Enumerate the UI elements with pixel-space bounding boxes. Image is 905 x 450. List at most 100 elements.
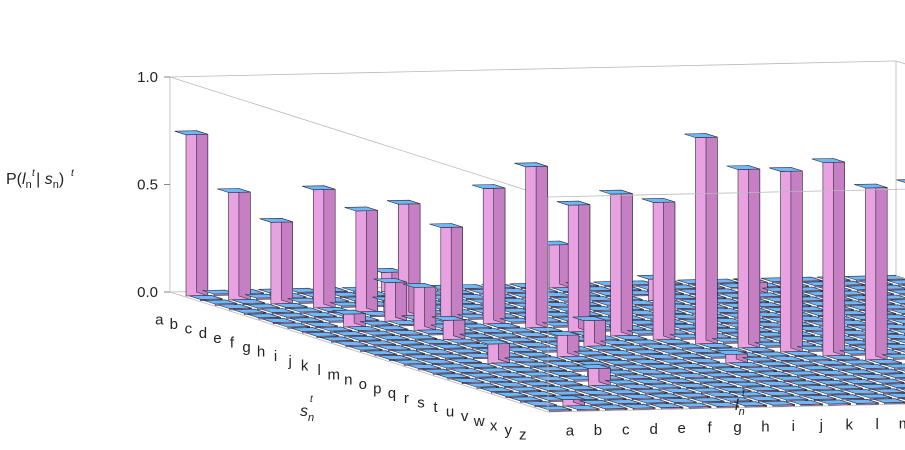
bar-face-top (744, 376, 778, 382)
bar-face-top (546, 361, 581, 366)
bar-r-p (840, 359, 875, 366)
bar-face-top (817, 399, 851, 405)
col-tick-label: a (566, 423, 575, 440)
bar-face-top (517, 351, 551, 357)
bar-face-top (591, 384, 625, 390)
bar-face-top (518, 361, 553, 367)
bar-face-side (238, 188, 251, 301)
bar-face-top (616, 354, 650, 360)
bar-face-top (788, 390, 822, 396)
bar-face-top (714, 350, 748, 355)
bar-face-top (774, 395, 809, 401)
bar-face-top (378, 354, 412, 360)
bar-u-j (716, 376, 751, 384)
bar-face-top (174, 130, 208, 136)
bar-face-top (247, 313, 281, 319)
bar-face-top (320, 336, 354, 342)
bar-g-g (429, 223, 463, 321)
bar-t-q (897, 368, 905, 372)
row-tick-label: o (359, 376, 367, 393)
bar-face-top (829, 384, 863, 390)
bar-face-top (276, 322, 310, 328)
bar-face-top (231, 298, 265, 304)
bar-face-top (842, 379, 877, 385)
row-axis-title: sn (300, 403, 314, 424)
bar-face-top (551, 395, 585, 401)
bar-n-n (726, 165, 761, 349)
bar-face-top (890, 309, 905, 314)
bar-w-n (857, 383, 891, 390)
bar-face-top (449, 368, 483, 373)
bar-u-p (884, 373, 905, 380)
bar-face-top (479, 387, 514, 393)
bar-face-top (592, 394, 626, 400)
bar-face-top (741, 346, 775, 352)
bar-v-g (647, 383, 681, 390)
bar-u-i (688, 377, 723, 384)
bar-face-top (548, 370, 582, 376)
bar-face-top (515, 332, 549, 337)
bar-face-top (573, 350, 607, 356)
bar-face-top (760, 390, 794, 396)
z-axis-title-s: s (45, 171, 53, 188)
bar-i-c (346, 325, 381, 333)
bar-face-top (677, 402, 711, 408)
bar-face-top (487, 332, 521, 338)
row-tick-label: z (519, 427, 527, 444)
bar-face-top (897, 368, 905, 372)
bar-face-top (733, 401, 767, 407)
bar-face-top (458, 323, 492, 329)
bar-p-a (392, 359, 427, 366)
bar-face-top (602, 359, 636, 365)
bar-face-top (658, 358, 692, 364)
bar-face-top (745, 386, 779, 392)
bar-d-b (246, 303, 280, 310)
bar-z-i (761, 400, 795, 407)
row-tick-label: q (388, 385, 396, 402)
z-axis-title-sep: | (32, 171, 45, 188)
bar-z-n (901, 398, 905, 401)
bar-face-top (507, 386, 542, 392)
bar-face-top (815, 379, 849, 385)
bar-face-top (563, 385, 597, 391)
bar-face-top (885, 383, 905, 389)
bar-face-top (887, 279, 905, 285)
bar-face-top (514, 162, 548, 168)
bar-j-d (389, 329, 423, 337)
bar-face-top (628, 339, 662, 345)
row-tick-label: l (318, 362, 321, 379)
bar-face-top (621, 403, 656, 409)
bar-face-top (785, 370, 820, 376)
bar-face-top (601, 350, 635, 355)
bar-face-top (889, 299, 905, 305)
bar-face-top (858, 393, 892, 399)
bar-face-side (196, 130, 209, 297)
row-tick-label: c (185, 321, 193, 338)
bar-face-top (726, 165, 760, 170)
bar-face-top (701, 362, 735, 368)
row-tick-label: p (373, 381, 381, 398)
bar-face-top (607, 399, 641, 405)
bar-face-top (898, 378, 905, 382)
bar-h-h (471, 184, 506, 325)
bar-face-top (390, 339, 424, 345)
bar-face-top (746, 396, 781, 401)
bar-p-i (616, 354, 650, 361)
bar-face-top (704, 392, 738, 397)
bar-face-top (459, 333, 493, 339)
bar-face-top (392, 359, 426, 365)
bar-face-top (629, 349, 663, 355)
bar-b-z (887, 279, 905, 286)
bar-p-h (588, 355, 622, 362)
bar-face-side (450, 223, 463, 321)
bar-face-top (491, 362, 525, 368)
bar-face-top (606, 389, 640, 395)
bar-face-top (318, 326, 353, 332)
bar-x-f (648, 393, 683, 400)
bar-face-top (420, 358, 454, 364)
bar-face-top (630, 359, 664, 365)
bar-face-top (659, 368, 693, 374)
bar-face-top (813, 370, 848, 375)
bar-face-top (302, 185, 336, 191)
bar-k-g (487, 332, 522, 339)
